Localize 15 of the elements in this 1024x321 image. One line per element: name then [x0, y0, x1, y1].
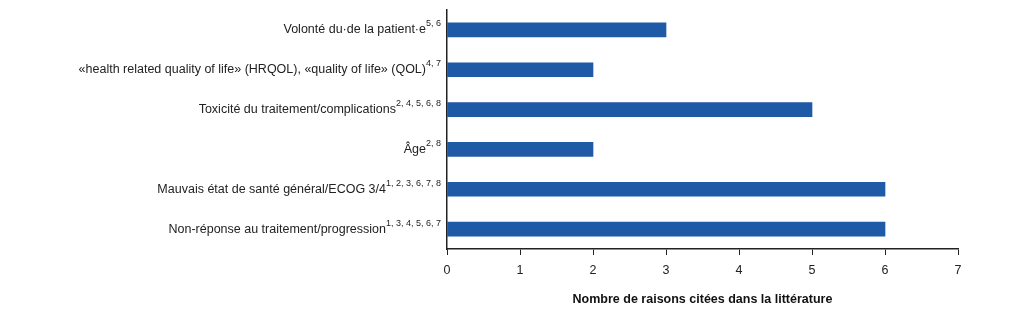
bar	[447, 22, 667, 38]
x-tick-label: 7	[954, 262, 962, 277]
bar	[447, 62, 594, 78]
x-tick-label: 5	[808, 262, 816, 277]
x-tick-label: 4	[735, 262, 743, 277]
x-tick-label: 3	[662, 262, 670, 277]
bar	[447, 142, 594, 157]
x-tick-label: 2	[589, 262, 597, 277]
x-tick-label: 6	[881, 262, 889, 277]
x-axis-title: Nombre de raisons citées dans la littérature	[572, 291, 833, 306]
bar	[447, 221, 886, 237]
x-tick-label: 0	[443, 262, 451, 277]
bar	[447, 102, 813, 117]
x-tick-label: 1	[516, 262, 524, 277]
bar	[447, 181, 886, 197]
